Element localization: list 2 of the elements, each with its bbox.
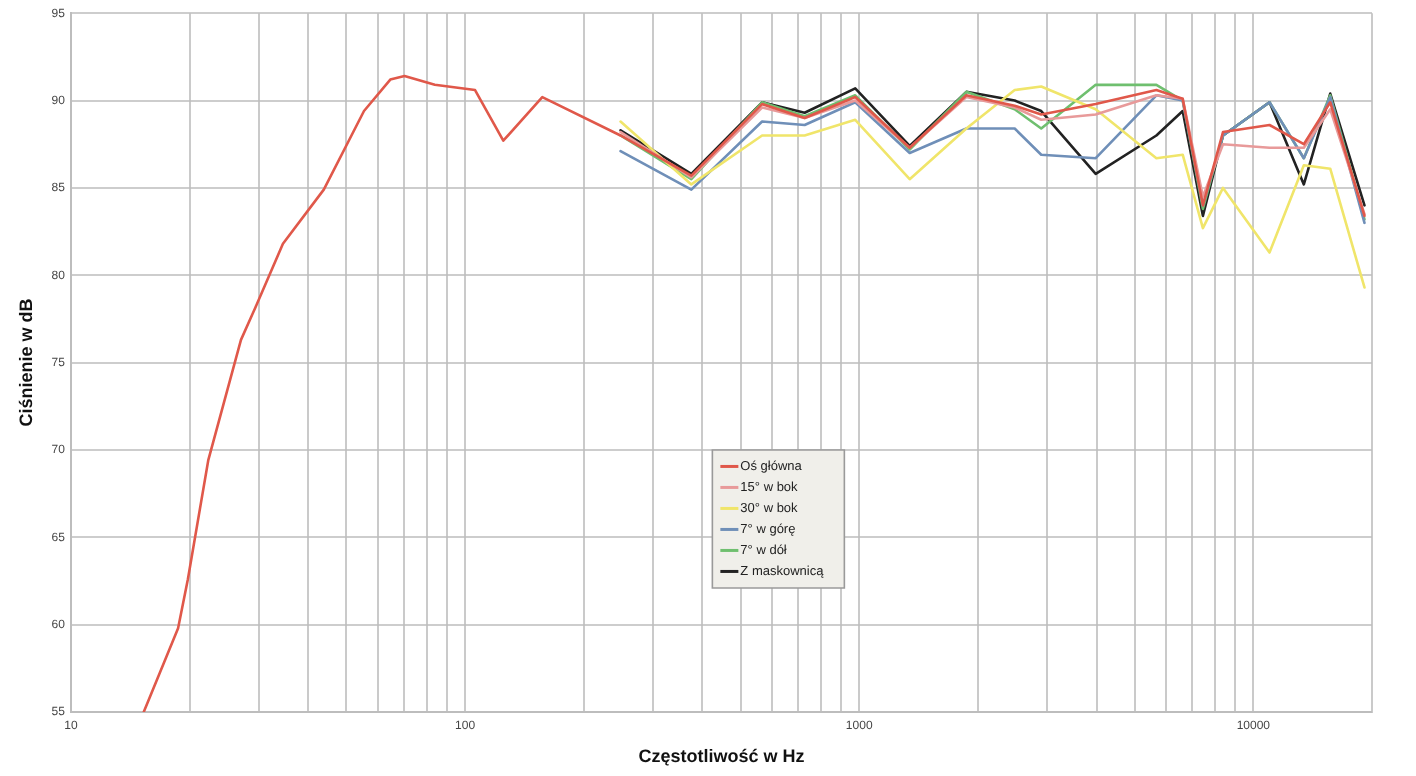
x-axis-title: Częstotliwość w Hz: [638, 746, 806, 767]
y-axis-title: Ciśnienie w dB: [15, 297, 36, 427]
